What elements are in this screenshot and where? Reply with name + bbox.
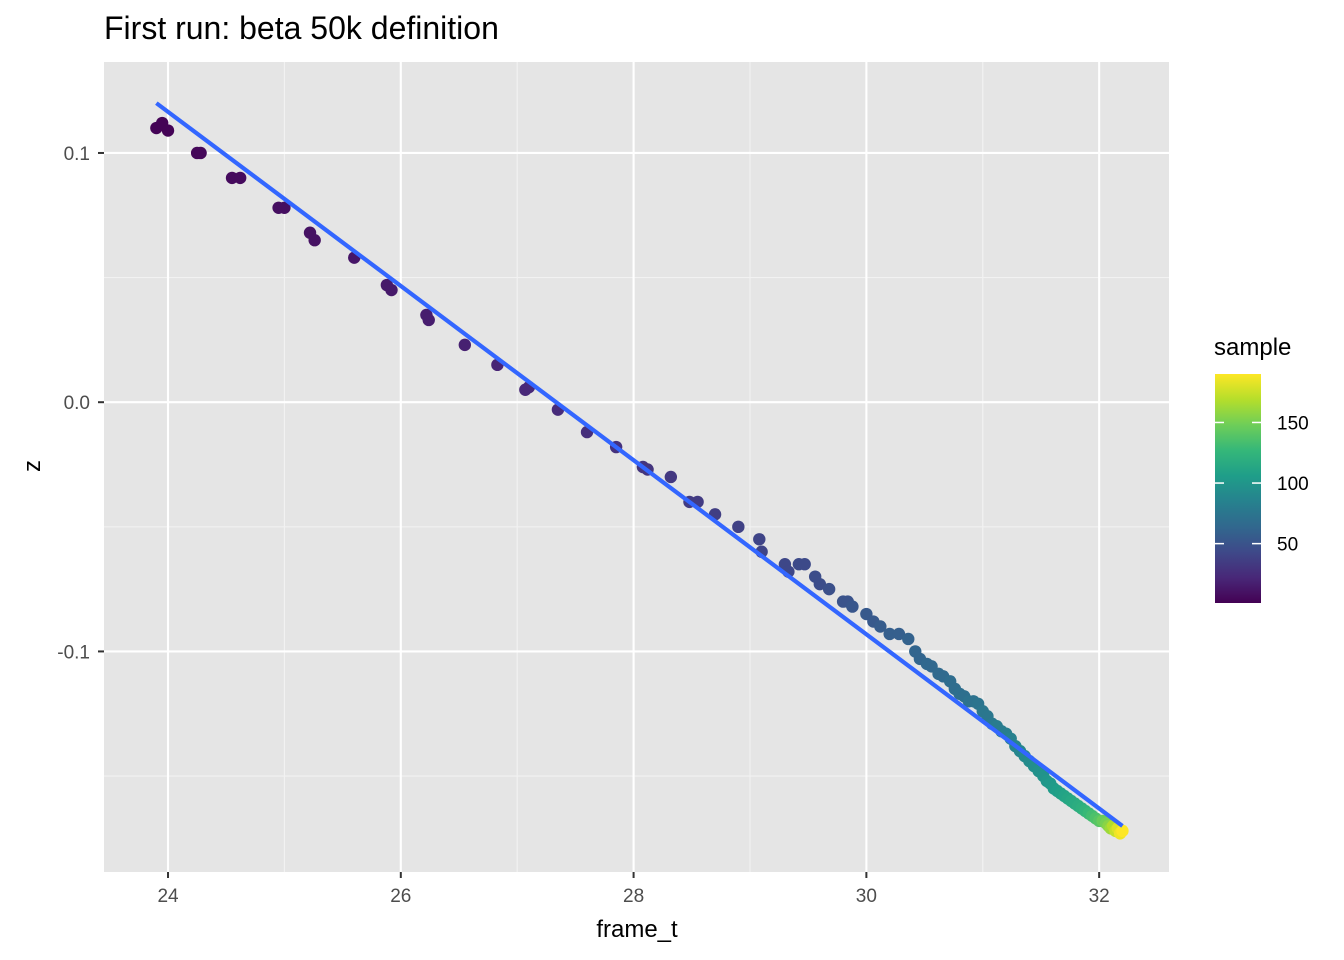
fit-line: [155, 101, 1124, 828]
colorbar-tick-label: 150: [1277, 413, 1309, 434]
data-point: [753, 533, 766, 546]
data-point: [385, 283, 398, 297]
data-point: [161, 124, 175, 137]
x-tick-label: 24: [157, 886, 179, 907]
data-point: [194, 146, 207, 160]
data-point: [874, 620, 887, 633]
y-axis-title: z: [19, 460, 46, 472]
grid-major: [104, 62, 1169, 872]
data-point: [846, 600, 859, 613]
legend: sample 50 100 150: [1214, 334, 1309, 603]
colorbar-ticks: 50 100 150: [1215, 413, 1309, 556]
data-point: [902, 632, 915, 646]
x-tick-label: 28: [623, 886, 644, 907]
chart-title: First run: beta 50k definition: [104, 10, 499, 46]
data-point: [822, 582, 836, 596]
data-point: [813, 577, 827, 591]
colorbar-tick-label: 50: [1277, 535, 1298, 556]
data-point: [233, 171, 247, 185]
x-axis-title: frame_t: [596, 916, 678, 943]
legend-title: sample: [1214, 334, 1291, 361]
data-point: [422, 313, 435, 327]
fit-line-group: [155, 101, 1124, 828]
colorbar: [1215, 374, 1261, 603]
y-tick-label: 0.1: [64, 144, 90, 165]
data-point: [278, 201, 291, 214]
y-tick-label: 0.0: [64, 393, 90, 414]
y-tick-label: -0.1: [57, 642, 90, 663]
x-tick-label: 26: [390, 886, 411, 907]
x-tick-label: 32: [1089, 886, 1110, 907]
x-axis: 24 26 28 30 32: [157, 872, 1110, 907]
data-point: [883, 627, 896, 641]
data-point: [1116, 824, 1129, 838]
data-point: [892, 627, 906, 641]
colorbar-tick-label: 100: [1277, 474, 1309, 495]
x-tick-label: 30: [856, 886, 877, 907]
data-points: [150, 116, 1129, 840]
data-point: [664, 470, 678, 484]
data-point: [308, 234, 321, 247]
data-point: [732, 520, 745, 534]
data-point: [798, 558, 811, 571]
y-axis: -0.1 0.0 0.1: [57, 144, 104, 663]
data-point: [458, 338, 472, 352]
